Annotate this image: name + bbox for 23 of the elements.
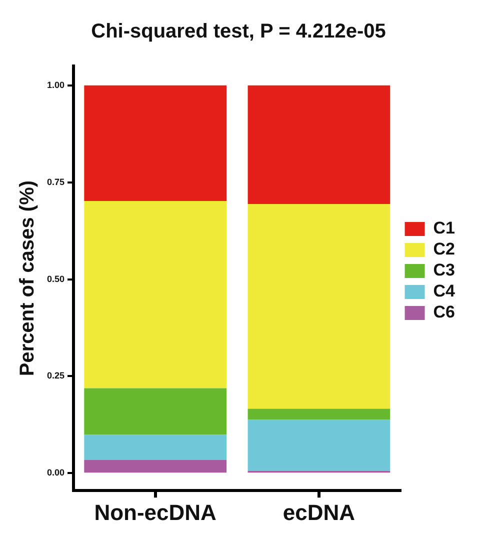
legend-label: C4 <box>433 282 456 301</box>
bar <box>248 85 390 204</box>
y-tick-label: 0.25 <box>46 370 65 381</box>
chart-title: Chi-squared test, P = 4.212e-05 <box>91 20 386 43</box>
bar <box>84 388 227 435</box>
bar <box>248 420 390 471</box>
x-tick-label: Non-ecDNA <box>94 500 217 525</box>
y-tick-label: 0.50 <box>46 274 65 284</box>
y-tick-label: 0.00 <box>46 468 65 478</box>
bar <box>248 204 390 409</box>
legend-label: C2 <box>433 240 456 259</box>
legend-label: C6 <box>433 302 456 322</box>
bar <box>84 460 227 473</box>
y-tick-label: 1.00 <box>46 80 65 90</box>
bar <box>84 85 227 201</box>
legend-label: C1 <box>433 218 456 238</box>
legend-label: C3 <box>433 260 456 280</box>
bar <box>248 408 390 420</box>
x-tick-label: ecDNA <box>282 500 356 525</box>
bar <box>84 200 227 388</box>
y-axis-title: Percent of cases (%) <box>16 180 39 376</box>
y-tick-label: 0.75 <box>46 176 65 187</box>
bar <box>84 434 227 460</box>
